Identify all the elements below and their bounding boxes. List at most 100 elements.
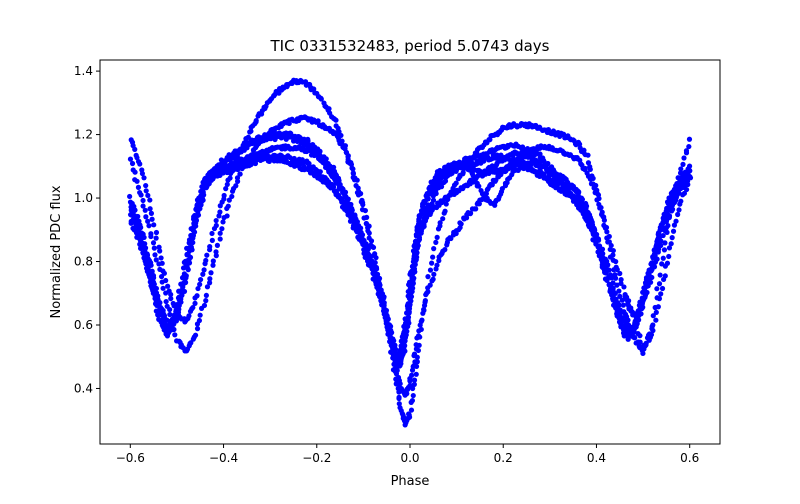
data-point: [366, 230, 372, 236]
x-tick-label: 0.0: [400, 451, 419, 465]
data-point: [176, 302, 182, 309]
data-point: [646, 273, 652, 279]
data-point: [402, 334, 408, 340]
data-point: [590, 181, 596, 187]
data-point: [315, 118, 321, 124]
data-point: [416, 328, 422, 334]
data-point: [652, 252, 658, 259]
data-point: [429, 260, 435, 266]
data-point: [246, 141, 252, 147]
data-point: [207, 276, 213, 282]
data-point: [138, 192, 144, 198]
data-point: [687, 168, 693, 174]
data-point: [424, 213, 430, 219]
data-point: [656, 281, 663, 287]
data-point: [412, 359, 418, 365]
chart-title: TIC 0331532483, period 5.0743 days: [269, 37, 549, 55]
data-point: [411, 266, 418, 272]
data-point: [153, 290, 160, 296]
data-point: [601, 217, 607, 223]
data-point: [156, 261, 162, 267]
data-point: [372, 251, 378, 257]
data-point: [415, 242, 421, 249]
data-point: [413, 255, 419, 261]
data-point: [221, 192, 227, 199]
data-point: [143, 214, 149, 220]
data-point: [159, 279, 165, 285]
data-point: [148, 210, 155, 216]
data-point: [143, 182, 149, 189]
data-point: [179, 292, 185, 298]
data-point: [425, 274, 431, 280]
data-point: [434, 262, 440, 268]
data-point: [163, 290, 169, 296]
data-point: [603, 224, 610, 231]
data-point: [440, 216, 446, 222]
data-point: [409, 372, 415, 378]
data-point: [673, 191, 679, 197]
data-point: [141, 234, 147, 241]
data-point: [409, 397, 416, 404]
data-point: [157, 248, 163, 254]
data-point: [602, 259, 608, 265]
data-point: [213, 222, 219, 229]
data-point: [354, 177, 360, 183]
data-point: [197, 276, 204, 283]
data-point: [419, 225, 425, 232]
data-point: [323, 156, 329, 162]
data-point: [414, 250, 420, 256]
data-point: [677, 170, 684, 176]
data-point: [416, 218, 422, 224]
data-point: [661, 247, 668, 253]
data-point: [614, 282, 620, 288]
data-point: [585, 160, 592, 166]
data-point: [190, 304, 196, 311]
data-point: [560, 187, 566, 193]
data-point: [150, 272, 157, 279]
data-point: [326, 106, 332, 112]
data-point: [545, 160, 551, 167]
y-axis-label: Normalized PDC flux: [49, 185, 64, 318]
data-point: [391, 350, 397, 356]
data-point: [430, 276, 436, 282]
data-point: [421, 198, 427, 205]
data-point: [160, 285, 166, 291]
data-point: [653, 246, 659, 252]
data-point: [591, 185, 597, 191]
data-point: [190, 228, 196, 234]
data-point: [458, 221, 464, 227]
data-point: [168, 295, 174, 302]
data-point: [431, 271, 437, 277]
x-tick-label: −0.2: [302, 451, 331, 465]
data-point: [134, 178, 140, 184]
data-point: [168, 291, 174, 298]
data-point: [618, 277, 624, 283]
data-point: [583, 203, 590, 209]
data-point: [217, 209, 223, 215]
data-point: [442, 247, 448, 253]
data-point: [163, 298, 169, 305]
data-point: [587, 176, 594, 182]
data-point: [156, 300, 163, 306]
data-point: [431, 246, 437, 252]
data-point: [364, 214, 370, 220]
data-point: [333, 117, 339, 123]
data-point: [175, 309, 182, 315]
data-point: [637, 306, 643, 312]
data-point: [589, 219, 595, 225]
data-point: [305, 138, 311, 144]
data-point: [644, 283, 650, 289]
data-point: [669, 235, 675, 241]
data-point: [648, 268, 654, 274]
data-point: [621, 284, 627, 290]
data-point: [619, 297, 625, 303]
data-point: [650, 313, 656, 319]
data-point: [210, 258, 216, 264]
data-point: [197, 312, 203, 318]
data-point: [186, 313, 192, 319]
data-point: [387, 332, 393, 338]
data-point: [149, 268, 155, 274]
data-point: [381, 305, 387, 311]
data-point: [379, 299, 385, 305]
data-point: [180, 282, 186, 288]
